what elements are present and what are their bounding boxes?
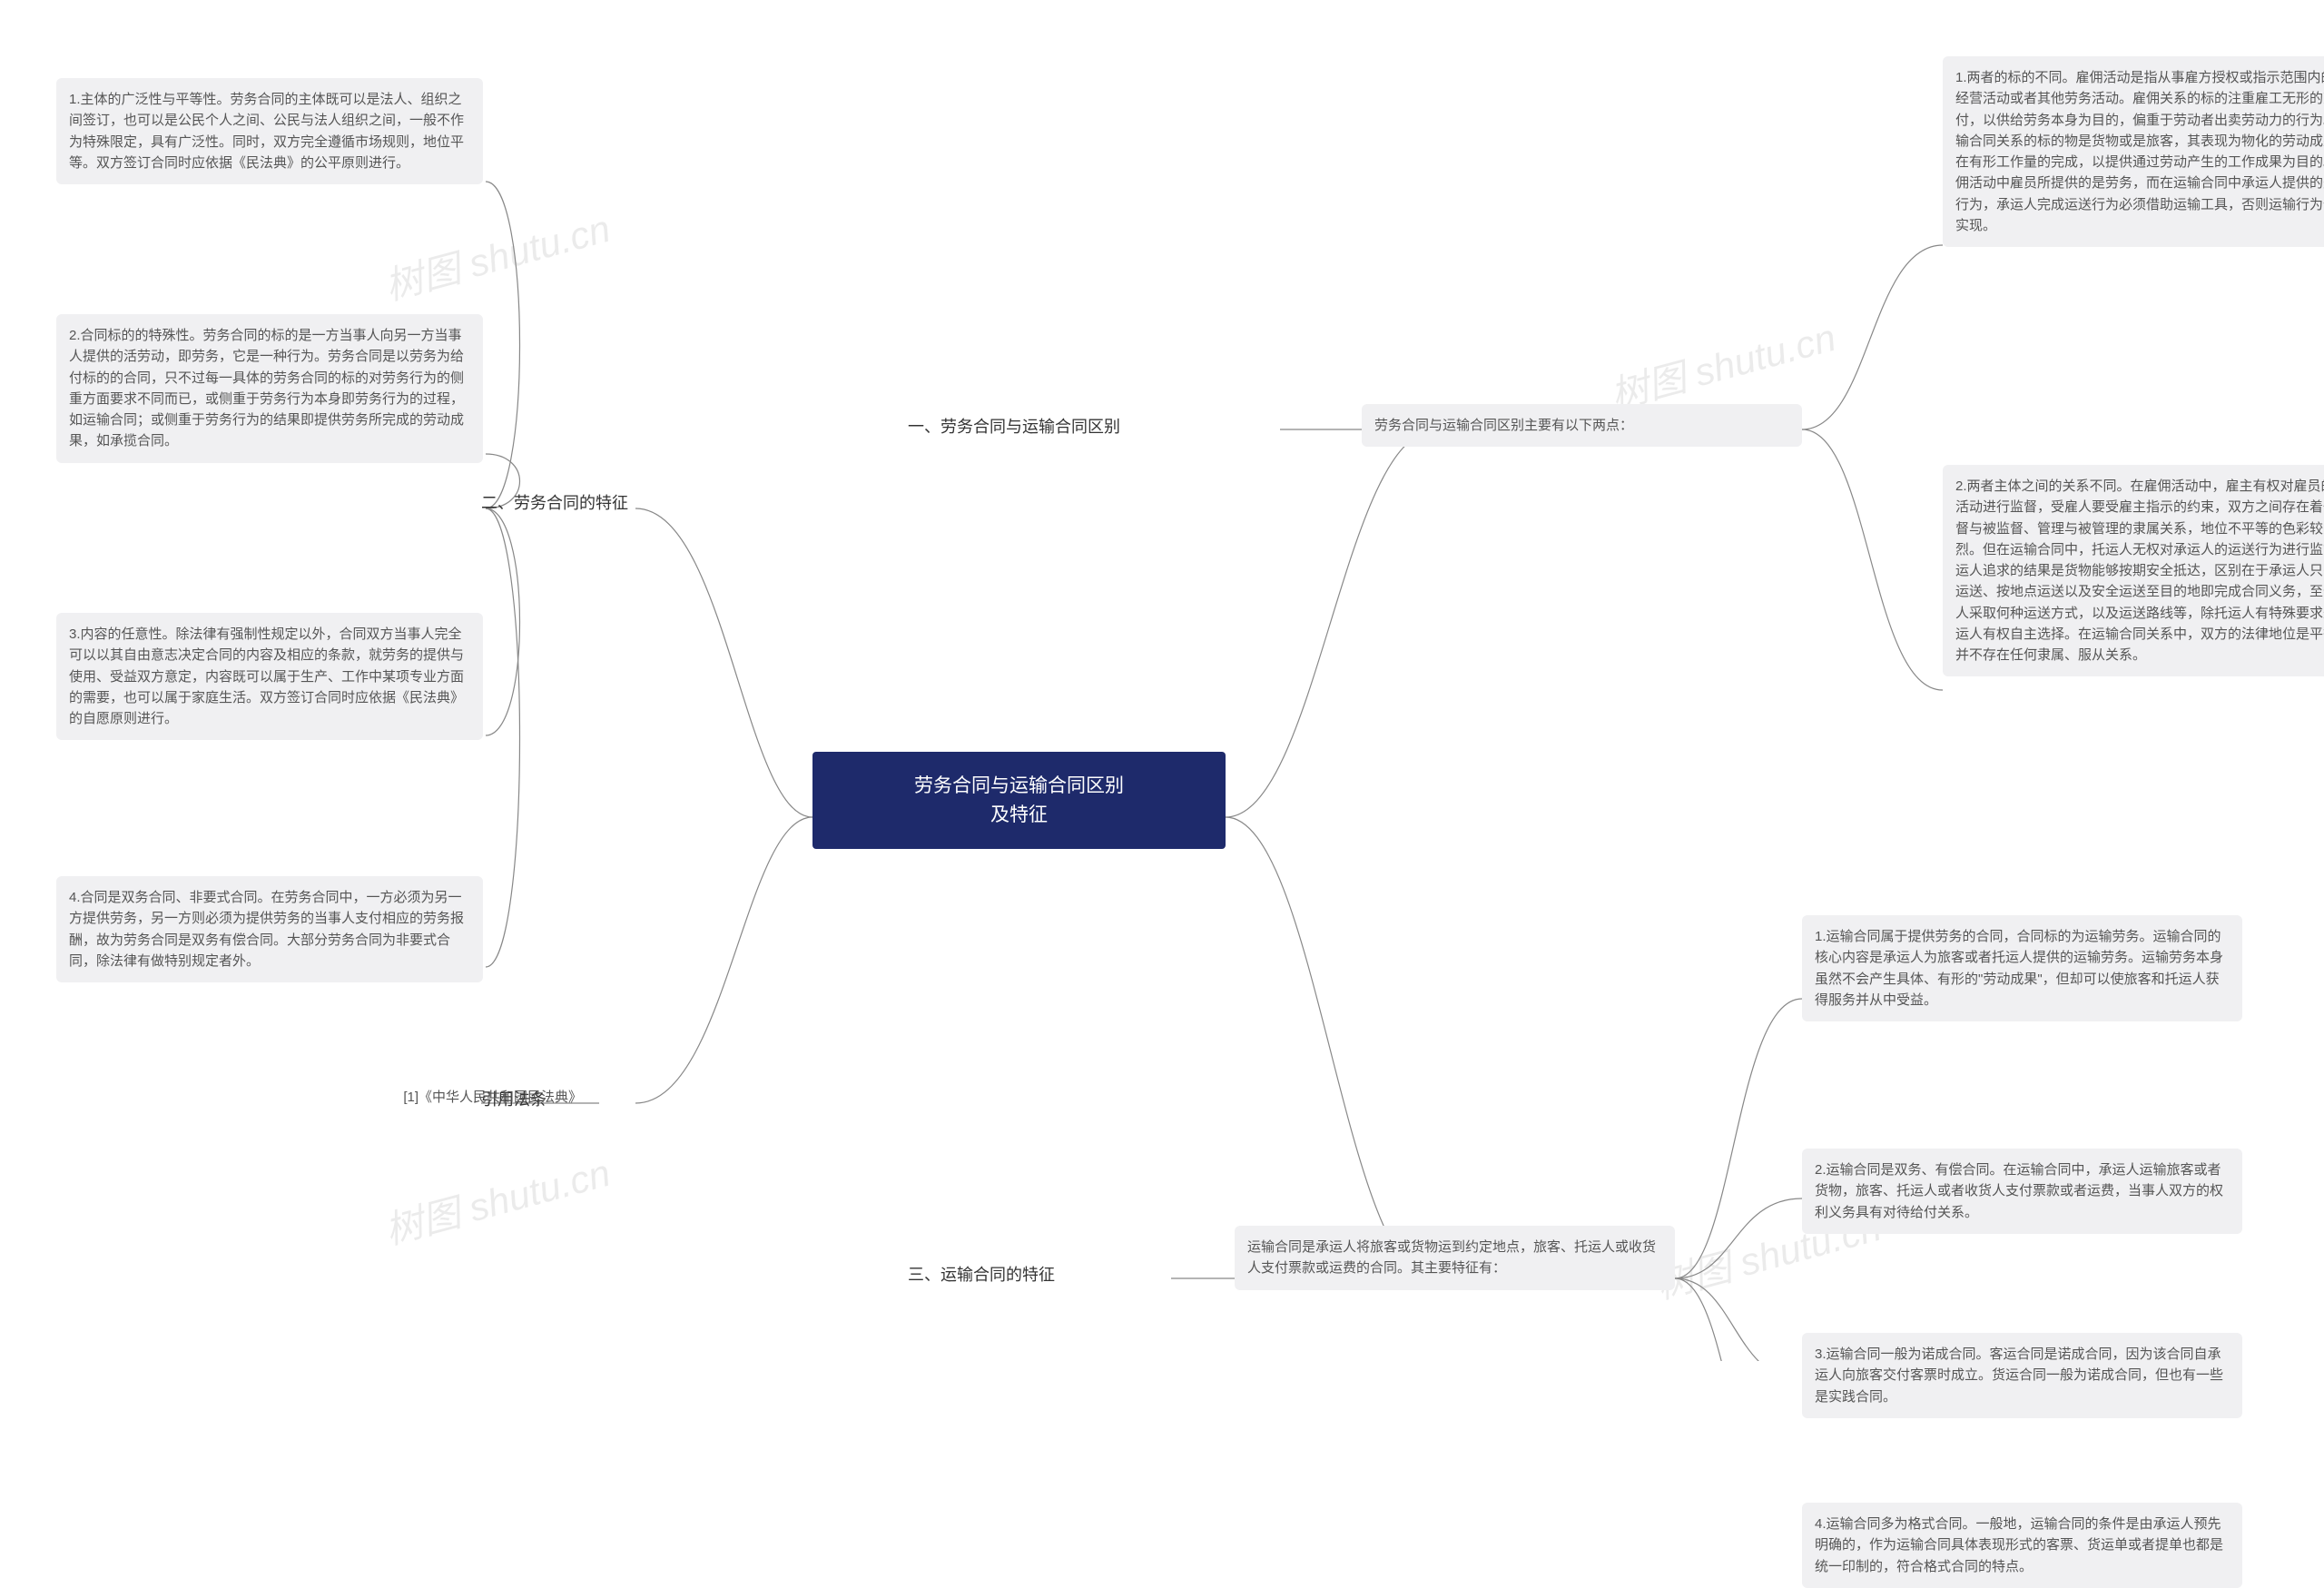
leaf-l2a-text: 1.主体的广泛性与平等性。劳务合同的主体既可以是法人、组织之间签订，也可以是公民… [69, 92, 464, 171]
branch-2: 二、劳务合同的特征 [481, 490, 628, 514]
mid-3: 运输合同是承运人将旅客或货物运到约定地点，旅客、托运人或收货人支付票款或运费的合… [1235, 1226, 1675, 1290]
leaf-r3d: 4.运输合同多为格式合同。一般地，运输合同的条件是由承运人预先明确的，作为运输合… [1802, 1503, 2242, 1588]
leaf-l2c: 3.内容的任意性。除法律有强制性规定以外，合同双方当事人完全可以以其自由意志决定… [56, 613, 483, 740]
leaf-l2b-text: 2.合同标的的特殊性。劳务合同的标的是一方当事人向另一方当事人提供的活劳动，即劳… [69, 328, 464, 449]
mid-3-text: 运输合同是承运人将旅客或货物运到约定地点，旅客、托运人或收货人支付票款或运费的合… [1247, 1239, 1656, 1276]
leaf-r3b: 2.运输合同是双务、有偿合同。在运输合同中，承运人运输旅客或者货物，旅客、托运人… [1802, 1149, 2242, 1234]
leaf-r3a: 1.运输合同属于提供劳务的合同，合同标的为运输劳务。运输合同的核心内容是承运人为… [1802, 915, 2242, 1021]
mid-1-text: 劳务合同与运输合同区别主要有以下两点： [1374, 418, 1633, 433]
watermark: 树图 shutu.cn [378, 198, 615, 311]
leaf-l2d: 4.合同是双务合同、非要式合同。在劳务合同中，一方必须为另一方提供劳务，另一方则… [56, 876, 483, 982]
mid-4-text: [1]《中华人民共和国民法典》 [403, 1090, 582, 1105]
branch-2-label: 二、劳务合同的特征 [481, 494, 628, 512]
branch-3: 三、运输合同的特征 [908, 1262, 1055, 1286]
branch-3-label: 三、运输合同的特征 [908, 1266, 1055, 1284]
branch-1-label: 一、劳务合同与运输合同区别 [908, 418, 1120, 436]
branch-1: 一、劳务合同与运输合同区别 [908, 414, 1120, 438]
mid-4: [1]《中华人民共和国民法典》 [268, 1076, 595, 1119]
leaf-r3d-text: 4.运输合同多为格式合同。一般地，运输合同的条件是由承运人预先明确的，作为运输合… [1815, 1516, 2223, 1574]
root-node: 劳务合同与运输合同区别及特征 [812, 752, 1226, 849]
leaf-r1a: 1.两者的标的不同。雇佣活动是指从事雇方授权或指示范围内的生产经营活动或者其他劳… [1943, 56, 2324, 247]
leaf-r3c-text: 3.运输合同一般为诺成合同。客运合同是诺成合同，因为该合同自承运人向旅客交付客票… [1815, 1346, 2223, 1405]
leaf-r1b: 2.两者主体之间的关系不同。在雇佣活动中，雇主有权对雇员的劳务活动进行监督，受雇… [1943, 465, 2324, 676]
leaf-l2b: 2.合同标的的特殊性。劳务合同的标的是一方当事人向另一方当事人提供的活劳动，即劳… [56, 314, 483, 463]
leaf-r3b-text: 2.运输合同是双务、有偿合同。在运输合同中，承运人运输旅客或者货物，旅客、托运人… [1815, 1162, 2223, 1220]
root-title: 劳务合同与运输合同区别及特征 [914, 775, 1124, 825]
watermark: 树图 shutu.cn [378, 1142, 615, 1256]
leaf-l2a: 1.主体的广泛性与平等性。劳务合同的主体既可以是法人、组织之间签订，也可以是公民… [56, 78, 483, 184]
leaf-r1b-text: 2.两者主体之间的关系不同。在雇佣活动中，雇主有权对雇员的劳务活动进行监督，受雇… [1955, 478, 2324, 663]
leaf-r3a-text: 1.运输合同属于提供劳务的合同，合同标的为运输劳务。运输合同的核心内容是承运人为… [1815, 929, 2223, 1008]
leaf-l2c-text: 3.内容的任意性。除法律有强制性规定以外，合同双方当事人完全可以以其自由意志决定… [69, 626, 464, 726]
leaf-r3c: 3.运输合同一般为诺成合同。客运合同是诺成合同，因为该合同自承运人向旅客交付客票… [1802, 1333, 2242, 1418]
leaf-l2d-text: 4.合同是双务合同、非要式合同。在劳务合同中，一方必须为另一方提供劳务，另一方则… [69, 890, 464, 969]
mid-1: 劳务合同与运输合同区别主要有以下两点： [1362, 404, 1802, 447]
leaf-r1a-text: 1.两者的标的不同。雇佣活动是指从事雇方授权或指示范围内的生产经营活动或者其他劳… [1955, 70, 2324, 233]
